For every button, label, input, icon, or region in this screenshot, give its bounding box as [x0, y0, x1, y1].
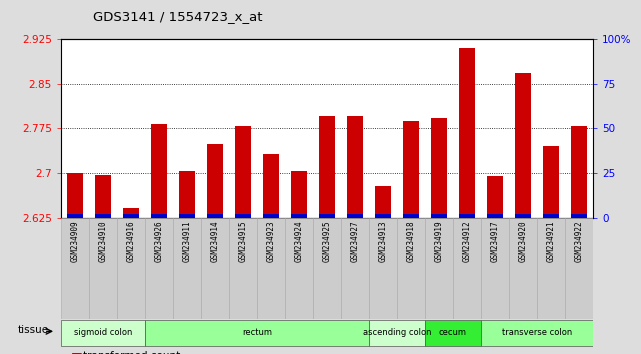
- Bar: [235, 126, 251, 218]
- Bar: [319, 116, 335, 218]
- Bar: [207, 144, 222, 218]
- Bar: [145, 218, 173, 319]
- Bar: [425, 218, 453, 319]
- Text: GSM234923: GSM234923: [267, 221, 276, 262]
- Text: transformed count: transformed count: [83, 351, 181, 354]
- Bar: [61, 320, 145, 346]
- Bar: [431, 118, 447, 218]
- Bar: [347, 214, 363, 218]
- Bar: [481, 218, 509, 319]
- Text: GSM234909: GSM234909: [71, 221, 79, 262]
- Bar: [397, 218, 425, 319]
- Bar: [96, 214, 111, 218]
- Text: GSM234919: GSM234919: [435, 221, 444, 262]
- Bar: [319, 214, 335, 218]
- Bar: [459, 48, 474, 218]
- Bar: [515, 73, 531, 218]
- Bar: [257, 218, 285, 319]
- Text: GSM234927: GSM234927: [351, 221, 360, 262]
- Bar: [431, 214, 447, 218]
- Bar: [543, 146, 558, 218]
- Bar: [201, 218, 229, 319]
- Text: GSM234917: GSM234917: [490, 221, 499, 262]
- Text: sigmoid colon: sigmoid colon: [74, 328, 132, 337]
- Text: GSM234924: GSM234924: [294, 221, 303, 262]
- Bar: [375, 214, 390, 218]
- Bar: [89, 218, 117, 319]
- Bar: [151, 124, 167, 218]
- Bar: [179, 171, 195, 218]
- Bar: [123, 214, 138, 218]
- Bar: [453, 218, 481, 319]
- Bar: [179, 214, 195, 218]
- Text: GSM234926: GSM234926: [154, 221, 163, 262]
- Bar: [375, 186, 390, 218]
- Text: GSM234912: GSM234912: [462, 221, 471, 262]
- Text: GSM234925: GSM234925: [322, 221, 331, 262]
- Bar: [207, 214, 222, 218]
- Bar: [459, 214, 474, 218]
- Text: ascending colon: ascending colon: [363, 328, 431, 337]
- Bar: [543, 214, 558, 218]
- Text: GSM234911: GSM234911: [183, 221, 192, 262]
- Text: ■: ■: [71, 350, 82, 354]
- Text: transverse colon: transverse colon: [502, 328, 572, 337]
- Bar: [403, 214, 419, 218]
- Bar: [145, 320, 369, 346]
- Text: GDS3141 / 1554723_x_at: GDS3141 / 1554723_x_at: [93, 10, 262, 23]
- Bar: [515, 214, 531, 218]
- Bar: [173, 218, 201, 319]
- Bar: [347, 116, 363, 218]
- Bar: [96, 175, 111, 218]
- Bar: [151, 214, 167, 218]
- Bar: [67, 214, 83, 218]
- Text: tissue: tissue: [18, 325, 49, 335]
- Text: GSM234922: GSM234922: [574, 221, 583, 262]
- Bar: [481, 320, 593, 346]
- Bar: [229, 218, 257, 319]
- Bar: [509, 218, 537, 319]
- Text: GSM234910: GSM234910: [99, 221, 108, 262]
- Bar: [61, 218, 89, 319]
- Bar: [235, 214, 251, 218]
- Text: GSM234914: GSM234914: [210, 221, 219, 262]
- Bar: [369, 320, 425, 346]
- Text: GSM234913: GSM234913: [378, 221, 387, 262]
- Bar: [291, 214, 306, 218]
- Text: GSM234921: GSM234921: [546, 221, 555, 262]
- Bar: [313, 218, 341, 319]
- Bar: [263, 214, 279, 218]
- Bar: [285, 218, 313, 319]
- Bar: [67, 173, 83, 218]
- Text: GSM234918: GSM234918: [406, 221, 415, 262]
- Bar: [487, 214, 503, 218]
- Bar: [117, 218, 145, 319]
- Bar: [487, 176, 503, 218]
- Bar: [291, 171, 306, 218]
- Bar: [571, 214, 587, 218]
- Bar: [425, 320, 481, 346]
- Bar: [341, 218, 369, 319]
- Text: GSM234920: GSM234920: [519, 221, 528, 262]
- Bar: [537, 218, 565, 319]
- Bar: [565, 218, 593, 319]
- Bar: [571, 126, 587, 218]
- Bar: [263, 154, 279, 218]
- Text: GSM234915: GSM234915: [238, 221, 247, 262]
- Bar: [123, 207, 138, 218]
- Bar: [369, 218, 397, 319]
- Text: GSM234916: GSM234916: [126, 221, 135, 262]
- Text: rectum: rectum: [242, 328, 272, 337]
- Bar: [403, 121, 419, 218]
- Text: cecum: cecum: [439, 328, 467, 337]
